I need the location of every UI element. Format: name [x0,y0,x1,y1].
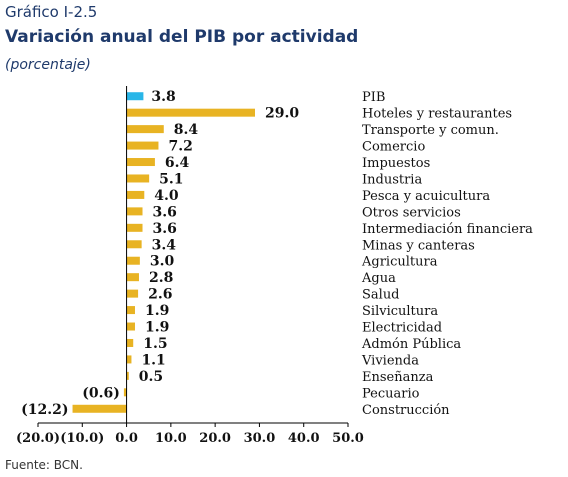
category-label-7: Otros servicios [362,205,461,220]
x-tick-label-2: 0.0 [115,431,138,446]
value-label-1: 29.0 [265,106,299,122]
bar-8 [126,223,143,232]
category-label-2: Transporte y comun. [362,123,499,138]
value-label-18: (0.6) [82,385,120,401]
bar-0 [126,92,144,101]
value-label-5: 5.1 [159,171,183,187]
category-label-3: Comercio [362,140,425,155]
value-label-2: 8.4 [174,122,199,138]
bar-5 [126,174,150,183]
value-label-13: 1.9 [145,303,169,319]
category-label-10: Agricultura [361,255,438,270]
value-label-16: 1.1 [141,352,165,368]
x-tick-label-5: 30.0 [244,431,276,446]
value-label-15: 1.5 [143,336,167,352]
bar-3 [126,141,159,150]
value-label-17: 0.5 [139,369,163,385]
bar-15 [126,338,134,347]
category-label-17: Enseñanza [362,370,434,385]
value-label-19: (12.2) [21,402,68,418]
bar-16 [126,355,132,364]
value-label-10: 3.0 [150,254,175,270]
x-axis: (20.0) (10.0) 0.0 10.0 20.0 30.0 40.0 50.0 [16,86,364,446]
value-label-11: 2.8 [149,270,173,286]
bar-chart: 3.829.08.47.26.45.14.03.63.63.43.02.82.6… [16,86,533,446]
value-label-3: 7.2 [168,139,192,155]
bar-18 [123,388,127,397]
chart-number: Gráfico I-2.5 [5,3,98,21]
x-tick-label-7: 50.0 [332,431,364,446]
x-tick-label-0: (20.0) [16,431,60,446]
category-label-5: Industria [362,172,422,187]
category-label-11: Agua [361,271,396,286]
value-label-12: 2.6 [148,287,172,303]
bar-6 [126,190,145,199]
category-label-12: Salud [362,288,400,303]
bar-17 [126,371,129,380]
category-label-4: Impuestos [362,156,430,171]
x-tick-label-6: 40.0 [288,431,320,446]
category-label-8: Intermediación financiera [362,222,533,237]
value-label-7: 3.6 [153,204,177,220]
bar-13 [126,306,135,315]
value-label-0: 3.8 [151,89,175,105]
category-label-1: Hoteles y restaurantes [362,107,512,122]
value-label-4: 6.4 [165,155,190,171]
category-label-9: Minas y canteras [362,238,475,253]
value-label-8: 3.6 [153,221,177,237]
bar-11 [126,273,139,282]
category-label-16: Vivienda [361,353,419,368]
value-label-9: 3.4 [152,237,177,253]
category-label-14: Electricidad [362,321,442,336]
bars-group [72,92,255,413]
category-label-13: Silvicultura [362,304,438,319]
x-tick-label-1: (10.0) [60,431,104,446]
bar-12 [126,289,139,298]
category-label-15: Admón Pública [361,337,461,352]
value-labels-group: 3.829.08.47.26.45.14.03.63.63.43.02.82.6… [21,89,299,418]
category-label-0: PIB [362,90,385,105]
bar-7 [126,207,143,216]
value-label-14: 1.9 [145,320,169,336]
bar-1 [126,108,255,117]
category-label-19: Construcción [362,403,450,418]
source-note: Fuente: BCN. [5,458,83,472]
bar-14 [126,322,135,331]
bar-4 [126,158,155,167]
chart-title: Variación anual del PIB por actividad [5,27,359,47]
bar-9 [126,240,142,249]
x-tick-label-3: 10.0 [155,431,187,446]
value-label-6: 4.0 [154,188,179,204]
chart-subtitle: (porcentaje) [5,57,91,73]
x-tick-label-4: 20.0 [199,431,231,446]
bar-19 [72,404,127,413]
bar-10 [126,256,140,265]
bar-2 [126,125,164,134]
category-label-6: Pesca y acuicultura [362,189,490,204]
category-label-18: Pecuario [362,386,420,401]
